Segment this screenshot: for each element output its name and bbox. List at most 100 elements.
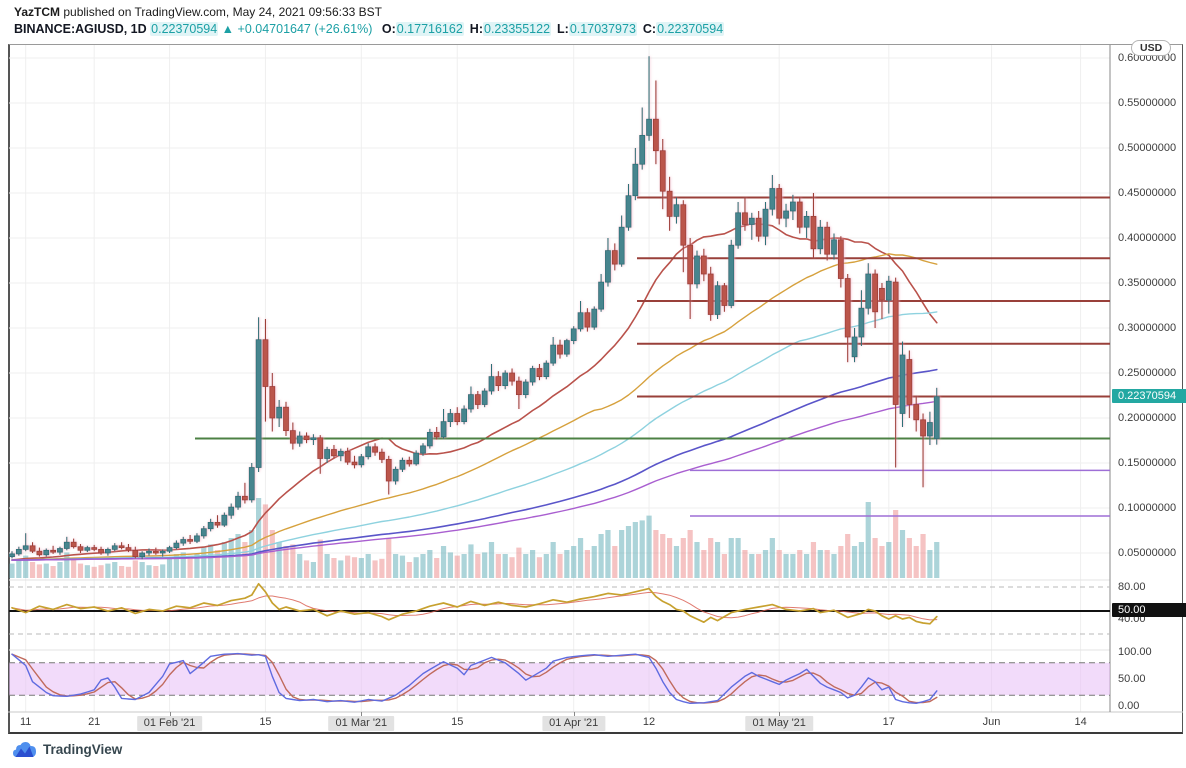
candle-body[interactable] — [146, 550, 152, 554]
candle-body[interactable] — [536, 368, 543, 377]
candle-body[interactable] — [57, 548, 63, 553]
candle-body[interactable] — [365, 446, 372, 458]
candle-body[interactable] — [221, 514, 228, 526]
candle-body[interactable] — [892, 281, 899, 405]
candle-body[interactable] — [851, 336, 858, 358]
candle-body[interactable] — [461, 408, 468, 422]
candle-body[interactable] — [817, 226, 824, 250]
candle-body[interactable] — [118, 545, 125, 548]
candle-body[interactable] — [605, 250, 611, 283]
candle-body[interactable] — [687, 244, 694, 285]
candle-body[interactable] — [906, 359, 913, 405]
candle-body[interactable] — [84, 547, 91, 551]
tradingview-logo[interactable]: TradingView — [12, 741, 122, 758]
candle-body[interactable] — [255, 339, 262, 468]
candle-body[interactable] — [666, 190, 673, 217]
candle-body[interactable] — [831, 239, 837, 255]
candle-body[interactable] — [91, 547, 98, 550]
candle-body[interactable] — [248, 467, 255, 501]
candle-body[interactable] — [735, 212, 741, 246]
candle-body[interactable] — [63, 541, 70, 549]
candle-body[interactable] — [200, 528, 207, 537]
candle-body[interactable] — [29, 545, 36, 552]
candle-body[interactable] — [303, 435, 310, 440]
candle-body[interactable] — [879, 287, 885, 301]
candle-body[interactable] — [283, 406, 289, 432]
candle-body[interactable] — [337, 450, 344, 457]
candle-body[interactable] — [714, 285, 721, 315]
candle-body[interactable] — [673, 204, 680, 217]
candle-body[interactable] — [125, 547, 132, 551]
candle-body[interactable] — [742, 212, 748, 225]
candle-body[interactable] — [488, 376, 495, 392]
candle-body[interactable] — [659, 150, 666, 192]
candle-body[interactable] — [166, 547, 173, 552]
candle-body[interactable] — [837, 239, 844, 279]
candle-body[interactable] — [543, 362, 550, 378]
candle-body[interactable] — [111, 545, 118, 550]
candle-body[interactable] — [858, 307, 865, 338]
candle-body[interactable] — [755, 217, 762, 237]
candle-body[interactable] — [632, 163, 639, 197]
candle-body[interactable] — [920, 419, 926, 437]
candle-body[interactable] — [611, 250, 618, 265]
candle-body[interactable] — [481, 390, 488, 405]
candle-body[interactable] — [324, 449, 331, 459]
candle-body[interactable] — [447, 413, 454, 422]
candle-body[interactable] — [159, 550, 166, 554]
current-price-badge[interactable]: 0.22370594 — [1112, 388, 1186, 403]
candle-body[interactable] — [885, 280, 892, 301]
candle-body[interactable] — [563, 340, 570, 355]
candle-body[interactable] — [570, 328, 577, 341]
candle-body[interactable] — [43, 549, 50, 556]
candle-body[interactable] — [625, 195, 632, 228]
candle-body[interactable] — [194, 535, 200, 542]
candle-body[interactable] — [748, 217, 755, 225]
candle-body[interactable] — [646, 118, 652, 136]
candle-body[interactable] — [36, 550, 43, 556]
candle-body[interactable] — [228, 506, 235, 516]
candle-body[interactable] — [810, 215, 817, 250]
candle-body[interactable] — [776, 188, 783, 219]
candle-body[interactable] — [433, 431, 440, 438]
candle-body[interactable] — [98, 549, 104, 554]
candle-body[interactable] — [728, 244, 735, 306]
candle-body[interactable] — [413, 452, 420, 465]
candle-body[interactable] — [420, 445, 426, 454]
candle-body[interactable] — [639, 134, 646, 165]
candle-body[interactable] — [289, 430, 296, 444]
candle-body[interactable] — [591, 308, 598, 328]
candle-body[interactable] — [139, 552, 146, 557]
candle-body[interactable] — [358, 456, 365, 466]
candle-body[interactable] — [550, 344, 557, 364]
fib-retracement-lines[interactable] — [195, 196, 1110, 517]
candle-body[interactable] — [598, 281, 604, 310]
candle-body[interactable] — [207, 522, 214, 530]
candle-body[interactable] — [331, 449, 337, 457]
candle-body[interactable] — [762, 208, 769, 237]
candle-body[interactable] — [865, 273, 872, 309]
candle-body[interactable] — [577, 312, 584, 330]
candle-body[interactable] — [132, 549, 139, 557]
candle-body[interactable] — [406, 459, 413, 465]
candle-body[interactable] — [269, 386, 276, 419]
candle-body[interactable] — [385, 458, 392, 482]
candle-body[interactable] — [927, 422, 933, 437]
candle-body[interactable] — [913, 404, 920, 421]
candle-body[interactable] — [426, 431, 433, 447]
candle-body[interactable] — [77, 546, 84, 551]
candle-body[interactable] — [933, 396, 940, 439]
candle-body[interactable] — [22, 545, 29, 550]
candles-layer[interactable] — [9, 56, 940, 560]
candle-body[interactable] — [803, 215, 810, 228]
currency-badge[interactable]: USD — [1131, 40, 1172, 56]
candle-body[interactable] — [509, 372, 515, 382]
candle-body[interactable] — [9, 553, 15, 558]
candle-body[interactable] — [392, 468, 399, 482]
candle-body[interactable] — [872, 273, 878, 313]
candle-body[interactable] — [707, 273, 714, 315]
candle-body[interactable] — [351, 461, 358, 466]
candle-body[interactable] — [344, 450, 351, 463]
candle-body[interactable] — [680, 204, 687, 246]
